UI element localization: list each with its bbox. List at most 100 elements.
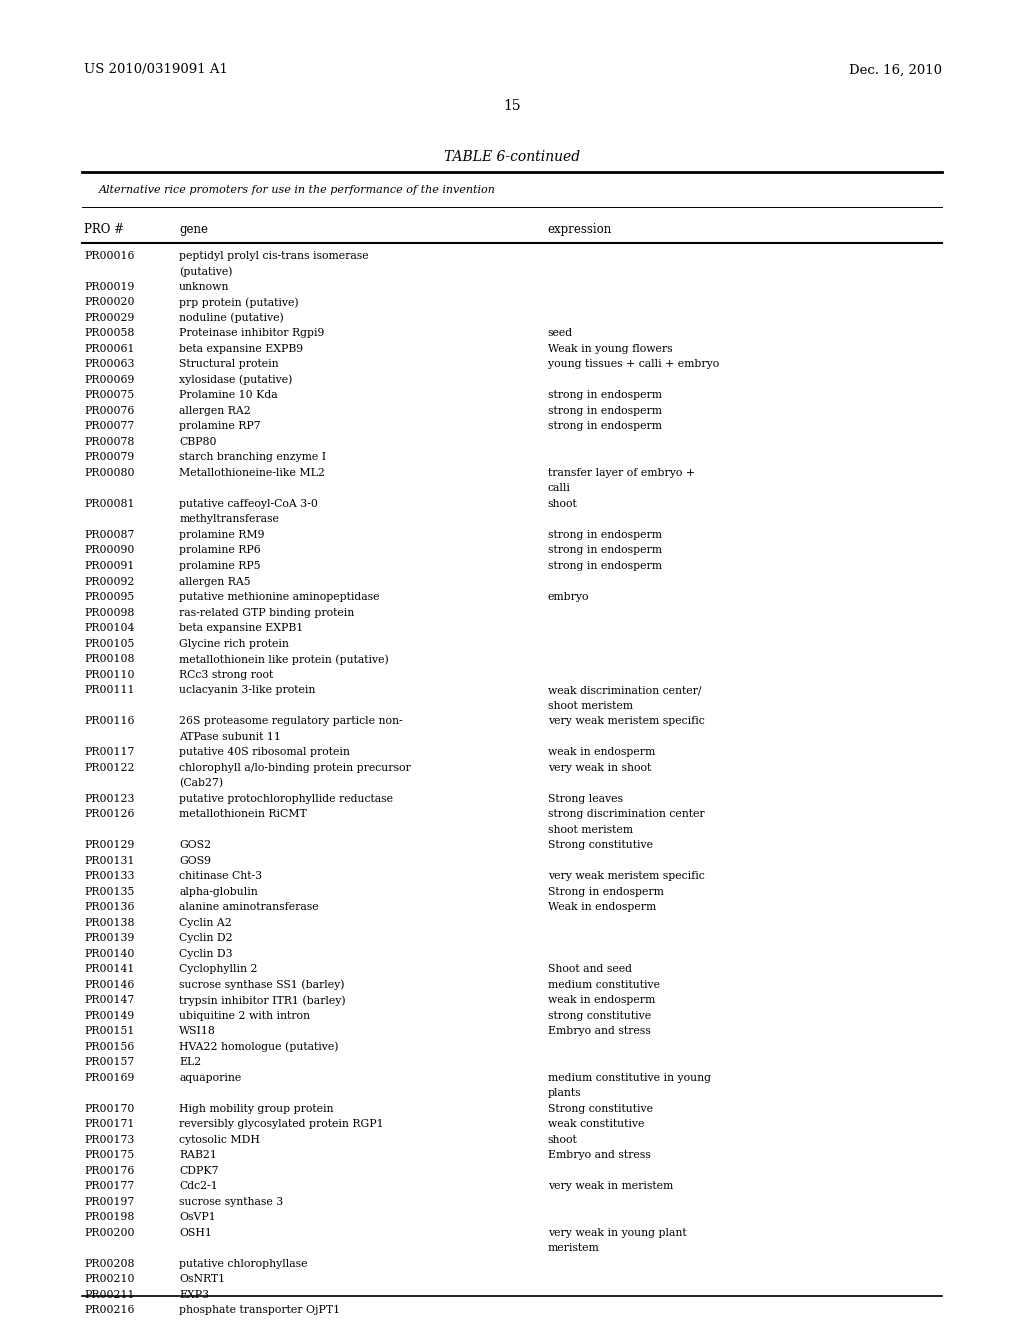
Text: alpha-globulin: alpha-globulin — [179, 887, 258, 896]
Text: CDPK7: CDPK7 — [179, 1166, 219, 1176]
Text: PR00063: PR00063 — [84, 359, 134, 370]
Text: PR00140: PR00140 — [84, 949, 134, 958]
Text: shoot meristem: shoot meristem — [548, 701, 633, 710]
Text: PR00080: PR00080 — [84, 469, 134, 478]
Text: sucrose synthase 3: sucrose synthase 3 — [179, 1197, 284, 1206]
Text: US 2010/0319091 A1: US 2010/0319091 A1 — [84, 63, 228, 77]
Text: shoot: shoot — [548, 499, 578, 510]
Text: PR00210: PR00210 — [84, 1275, 134, 1284]
Text: gene: gene — [179, 223, 208, 236]
Text: PR00170: PR00170 — [84, 1104, 134, 1114]
Text: PR00111: PR00111 — [84, 685, 134, 696]
Text: PR00029: PR00029 — [84, 313, 134, 323]
Text: HVA22 homologue (putative): HVA22 homologue (putative) — [179, 1041, 339, 1052]
Text: OsVP1: OsVP1 — [179, 1213, 216, 1222]
Text: peptidyl prolyl cis-trans isomerase: peptidyl prolyl cis-trans isomerase — [179, 251, 369, 261]
Text: PR00139: PR00139 — [84, 933, 134, 944]
Text: Proteinase inhibitor Rgpi9: Proteinase inhibitor Rgpi9 — [179, 329, 325, 338]
Text: Strong constitutive: Strong constitutive — [548, 1104, 653, 1114]
Text: PR00208: PR00208 — [84, 1259, 134, 1269]
Text: prolamine RP7: prolamine RP7 — [179, 421, 261, 432]
Text: PR00136: PR00136 — [84, 903, 134, 912]
Text: PR00211: PR00211 — [84, 1290, 134, 1300]
Text: 15: 15 — [503, 99, 521, 114]
Text: PR00123: PR00123 — [84, 793, 134, 804]
Text: PR00091: PR00091 — [84, 561, 134, 572]
Text: allergen RA2: allergen RA2 — [179, 407, 251, 416]
Text: PR00151: PR00151 — [84, 1027, 134, 1036]
Text: Structural protein: Structural protein — [179, 359, 279, 370]
Text: GOS2: GOS2 — [179, 841, 211, 850]
Text: PR00116: PR00116 — [84, 717, 134, 726]
Text: PR00110: PR00110 — [84, 669, 134, 680]
Text: chitinase Cht-3: chitinase Cht-3 — [179, 871, 262, 882]
Text: strong in endosperm: strong in endosperm — [548, 561, 662, 572]
Text: PR00197: PR00197 — [84, 1197, 134, 1206]
Text: strong discrimination center: strong discrimination center — [548, 809, 705, 820]
Text: PR00095: PR00095 — [84, 593, 134, 602]
Text: PR00157: PR00157 — [84, 1057, 134, 1068]
Text: Metallothioneine-like ML2: Metallothioneine-like ML2 — [179, 469, 325, 478]
Text: weak discrimination center/: weak discrimination center/ — [548, 685, 701, 696]
Text: beta expansine EXPB1: beta expansine EXPB1 — [179, 623, 303, 634]
Text: expression: expression — [548, 223, 612, 236]
Text: OSH1: OSH1 — [179, 1228, 212, 1238]
Text: putative 40S ribosomal protein: putative 40S ribosomal protein — [179, 747, 350, 758]
Text: PR00079: PR00079 — [84, 453, 134, 462]
Text: methyltransferase: methyltransferase — [179, 515, 280, 524]
Text: embryo: embryo — [548, 593, 590, 602]
Text: RCc3 strong root: RCc3 strong root — [179, 669, 273, 680]
Text: Weak in endosperm: Weak in endosperm — [548, 903, 656, 912]
Text: PR00138: PR00138 — [84, 917, 134, 928]
Text: weak in endosperm: weak in endosperm — [548, 747, 655, 758]
Text: GOS9: GOS9 — [179, 855, 211, 866]
Text: Shoot and seed: Shoot and seed — [548, 965, 632, 974]
Text: young tissues + calli + embryo: young tissues + calli + embryo — [548, 359, 719, 370]
Text: Cdc2-1: Cdc2-1 — [179, 1181, 218, 1192]
Text: strong in endosperm: strong in endosperm — [548, 545, 662, 556]
Text: Embryo and stress: Embryo and stress — [548, 1027, 650, 1036]
Text: PR00020: PR00020 — [84, 297, 134, 308]
Text: PR00147: PR00147 — [84, 995, 134, 1006]
Text: very weak meristem specific: very weak meristem specific — [548, 717, 705, 726]
Text: meristem: meristem — [548, 1243, 600, 1254]
Text: 26S proteasome regulatory particle non-: 26S proteasome regulatory particle non- — [179, 717, 402, 726]
Text: unknown: unknown — [179, 281, 229, 292]
Text: sucrose synthase SS1 (barley): sucrose synthase SS1 (barley) — [179, 979, 345, 990]
Text: PR00098: PR00098 — [84, 607, 134, 618]
Text: prolamine RP6: prolamine RP6 — [179, 545, 261, 556]
Text: PR00117: PR00117 — [84, 747, 134, 758]
Text: Embryo and stress: Embryo and stress — [548, 1151, 650, 1160]
Text: EL2: EL2 — [179, 1057, 202, 1068]
Text: prolamine RM9: prolamine RM9 — [179, 531, 264, 540]
Text: Cyclophyllin 2: Cyclophyllin 2 — [179, 965, 258, 974]
Text: PR00069: PR00069 — [84, 375, 134, 385]
Text: cytosolic MDH: cytosolic MDH — [179, 1135, 260, 1144]
Text: transfer layer of embryo +: transfer layer of embryo + — [548, 469, 695, 478]
Text: PR00108: PR00108 — [84, 655, 134, 664]
Text: EXP3: EXP3 — [179, 1290, 209, 1300]
Text: PR00133: PR00133 — [84, 871, 134, 882]
Text: PR00141: PR00141 — [84, 965, 134, 974]
Text: medium constitutive: medium constitutive — [548, 979, 659, 990]
Text: PR00104: PR00104 — [84, 623, 134, 634]
Text: PR00076: PR00076 — [84, 407, 134, 416]
Text: chlorophyll a/lo-binding protein precursor: chlorophyll a/lo-binding protein precurs… — [179, 763, 411, 772]
Text: strong in endosperm: strong in endosperm — [548, 421, 662, 432]
Text: (putative): (putative) — [179, 267, 232, 277]
Text: Cyclin D2: Cyclin D2 — [179, 933, 232, 944]
Text: PR00216: PR00216 — [84, 1305, 134, 1316]
Text: very weak in meristem: very weak in meristem — [548, 1181, 673, 1192]
Text: PR00058: PR00058 — [84, 329, 134, 338]
Text: putative protochlorophyllide reductase: putative protochlorophyllide reductase — [179, 793, 393, 804]
Text: Weak in young flowers: Weak in young flowers — [548, 345, 673, 354]
Text: PR00129: PR00129 — [84, 841, 134, 850]
Text: putative caffeoyl-CoA 3-0: putative caffeoyl-CoA 3-0 — [179, 499, 318, 510]
Text: very weak in shoot: very weak in shoot — [548, 763, 651, 772]
Text: PR00156: PR00156 — [84, 1041, 134, 1052]
Text: Prolamine 10 Kda: Prolamine 10 Kda — [179, 391, 278, 400]
Text: prolamine RP5: prolamine RP5 — [179, 561, 261, 572]
Text: ATPase subunit 11: ATPase subunit 11 — [179, 731, 281, 742]
Text: TABLE 6-continued: TABLE 6-continued — [444, 150, 580, 165]
Text: PR00176: PR00176 — [84, 1166, 134, 1176]
